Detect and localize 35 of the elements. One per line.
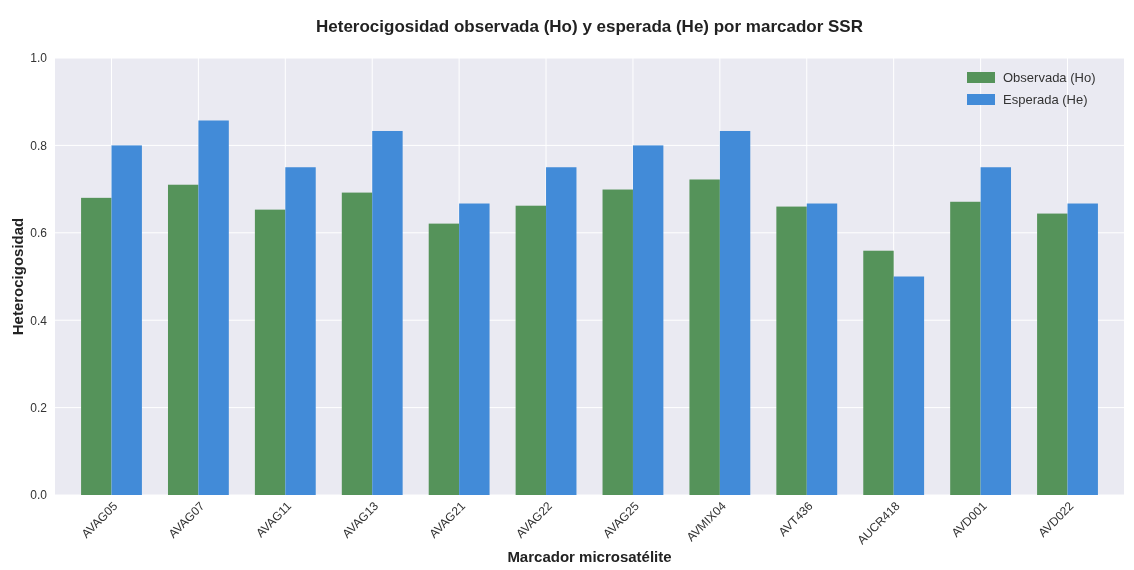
bar	[111, 145, 142, 495]
bar	[776, 206, 807, 495]
bar	[719, 130, 751, 495]
bar	[893, 276, 925, 495]
bar	[863, 250, 894, 495]
x-axis-title: Marcador microsatélite	[507, 548, 672, 565]
bar	[546, 167, 577, 495]
bar	[515, 205, 547, 495]
bar	[285, 167, 316, 495]
bar	[459, 203, 490, 495]
bar	[81, 197, 112, 495]
y-tick-label: 1.0	[30, 51, 48, 66]
bar	[198, 120, 229, 495]
bar	[372, 130, 403, 495]
bar	[632, 145, 664, 495]
chart-title: Heterocigosidad observada (Ho) y esperada (He) por marcador SSR	[316, 17, 863, 36]
y-tick-label: 0.0	[30, 488, 48, 503]
bar	[980, 167, 1012, 495]
y-tick-label: 0.6	[30, 226, 48, 241]
legend-label: Esperada (He)	[1003, 92, 1088, 107]
bar	[950, 201, 981, 495]
y-axis-title: Heterocigosidad	[9, 217, 26, 336]
bar	[602, 189, 633, 495]
bar	[806, 203, 838, 495]
y-tick-label: 0.8	[30, 138, 48, 153]
y-tick-label: 0.4	[30, 313, 48, 328]
bar	[167, 184, 199, 495]
bar	[341, 192, 373, 495]
bar	[254, 209, 286, 495]
bar	[689, 179, 720, 495]
bar	[1067, 203, 1098, 495]
bar	[428, 223, 460, 495]
legend-label: Observada (Ho)	[1003, 70, 1096, 85]
y-tick-label: 0.2	[30, 400, 48, 415]
bar	[1037, 213, 1068, 495]
